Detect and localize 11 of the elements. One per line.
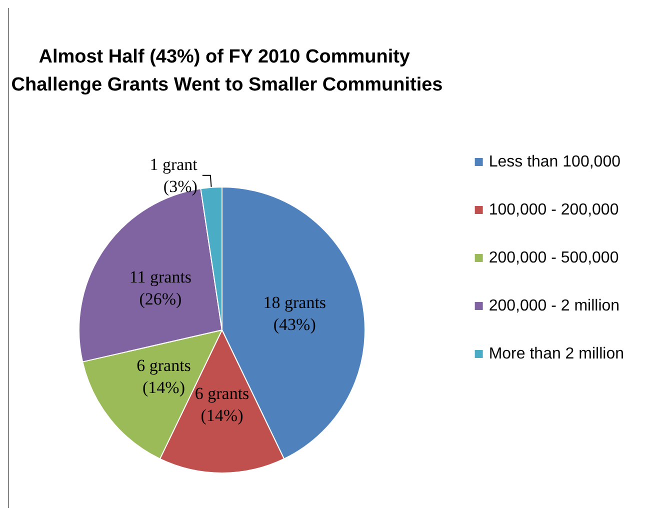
data-label: 18 grants (43%): [263, 292, 326, 334]
data-label: 6 grants (14%): [194, 384, 250, 425]
legend-label: More than 2 million: [488, 346, 624, 362]
data-label: 11 grants (26%): [129, 268, 192, 309]
legend-label: 200,000 - 500,000: [488, 250, 619, 266]
data-label: 6 grants (14%): [136, 356, 191, 397]
legend-label: 200,000 - 2 million: [488, 298, 620, 314]
data-label: 1 grant (3%): [150, 154, 198, 196]
legend-label: Less than 100,000: [488, 154, 621, 170]
chart-title: Almost Half (43%) of FY 2010 Community Challenge Grants Went to Smaller Communities: [11, 46, 443, 96]
legend-label: 100,000 - 200,000: [488, 202, 619, 218]
